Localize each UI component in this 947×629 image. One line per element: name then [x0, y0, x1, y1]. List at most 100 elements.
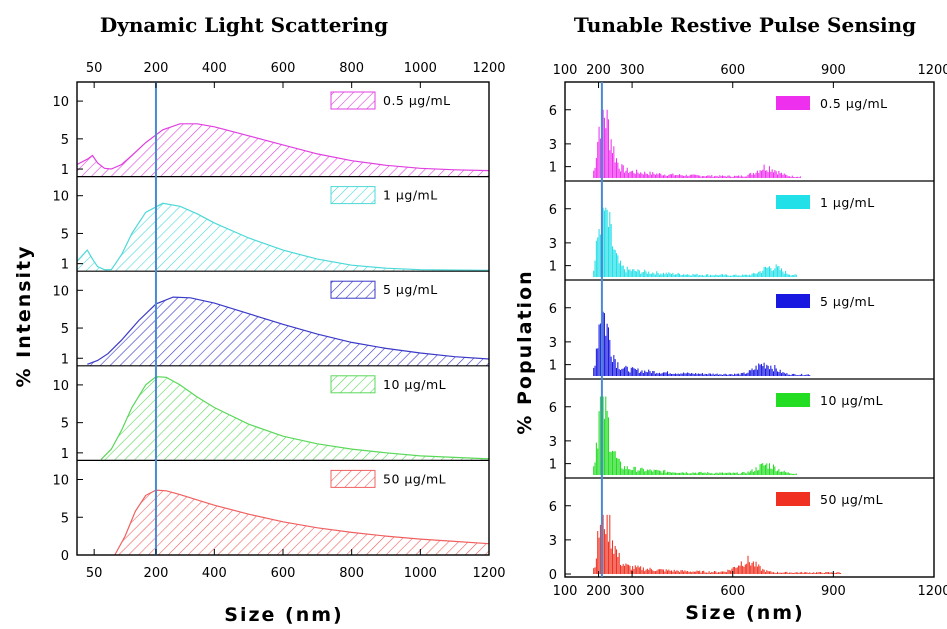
trps-bar-10-g-ml	[735, 473, 736, 475]
trps-bar-10-g-ml	[595, 462, 596, 475]
trps-bar-1-g-ml	[611, 224, 612, 277]
trps-bar-50-g-ml	[809, 572, 810, 574]
trps-bar-5-g-ml	[761, 364, 762, 376]
trps-bar-10-g-ml	[608, 417, 609, 475]
trps-bar-10-g-ml	[757, 470, 758, 475]
trps-bar-5-g-ml	[609, 340, 610, 376]
trps-bar-1-g-ml	[793, 275, 794, 277]
trps-bar-50-g-ml	[804, 572, 805, 574]
trps-bar-1-g-ml	[734, 275, 735, 277]
dls-legend-swatch-10-g-ml	[331, 376, 375, 393]
trps-bar-10-g-ml	[721, 473, 722, 475]
trps-bar-10-g-ml	[648, 470, 649, 475]
trps-bar-10-g-ml	[780, 472, 781, 475]
trps-bar-5-g-ml	[753, 370, 754, 376]
trps-bar-0-5-g-ml	[794, 177, 795, 178]
trps-xtick-label-top-1200: 1200	[917, 63, 947, 78]
trps-bar-0-5-g-ml	[756, 173, 757, 178]
trps-bar-1-g-ml	[735, 274, 736, 277]
trps-bar-1-g-ml	[697, 274, 698, 277]
trps-ytick-label-0-5-g-ml-1: 1	[549, 161, 557, 176]
trps-bar-1-g-ml	[777, 266, 778, 277]
trps-bar-5-g-ml	[652, 371, 653, 376]
trps-bar-50-g-ml	[729, 570, 730, 574]
trps-bar-10-g-ml	[596, 443, 597, 475]
trps-bar-5-g-ml	[788, 375, 789, 376]
trps-bar-0-5-g-ml	[662, 175, 663, 178]
trps-bar-50-g-ml	[789, 573, 790, 574]
trps-bar-50-g-ml	[641, 570, 642, 574]
trps-bar-50-g-ml	[628, 565, 629, 574]
trps-bar-5-g-ml	[643, 373, 644, 376]
trps-bar-10-g-ml	[726, 473, 727, 475]
trps-bar-10-g-ml	[729, 472, 730, 475]
trps-bar-10-g-ml	[715, 473, 716, 475]
dls-legend-label-0-5-g-ml: 0.5 µg/mL	[383, 93, 451, 108]
trps-bar-5-g-ml	[745, 374, 746, 376]
trps-bar-0-5-g-ml	[617, 163, 618, 178]
dls-ytick-label-10-g-ml-5: 5	[61, 417, 69, 432]
trps-bar-0-5-g-ml	[749, 174, 750, 178]
trps-bar-5-g-ml	[660, 374, 661, 376]
trps-bar-5-g-ml	[604, 313, 605, 376]
trps-bar-1-g-ml	[718, 276, 719, 278]
trps-bar-50-g-ml	[741, 561, 742, 574]
trps-bar-50-g-ml	[617, 557, 618, 574]
trps-bar-10-g-ml	[692, 472, 693, 475]
trps-bar-1-g-ml	[699, 275, 700, 277]
trps-bar-50-g-ml	[627, 564, 628, 574]
trps-bar-10-g-ml	[612, 451, 613, 475]
trps-bar-10-g-ml	[747, 471, 748, 475]
trps-bar-10-g-ml	[656, 470, 657, 475]
trps-bar-5-g-ml	[717, 374, 718, 376]
trps-bar-1-g-ml	[727, 275, 728, 277]
trps-bar-1-g-ml	[662, 274, 663, 277]
trps-bar-50-g-ml	[757, 567, 758, 574]
trps-bar-0-5-g-ml	[628, 173, 629, 178]
trps-bar-0-5-g-ml	[776, 171, 777, 178]
trps-bar-5-g-ml	[792, 374, 793, 376]
trps-bar-5-g-ml	[789, 375, 790, 376]
trps-bar-1-g-ml	[680, 275, 681, 277]
trps-bar-1-g-ml	[692, 274, 693, 277]
trps-bar-10-g-ml	[679, 473, 680, 475]
trps-xtick-label-bottom-1200: 1200	[917, 584, 947, 599]
trps-bar-50-g-ml	[600, 525, 601, 574]
trps-bar-5-g-ml	[807, 374, 808, 376]
trps-bar-10-g-ml	[640, 468, 641, 475]
trps-bar-50-g-ml	[762, 569, 763, 574]
trps-bar-10-g-ml	[734, 473, 735, 475]
trps-bar-50-g-ml	[703, 571, 704, 574]
trps-bar-0-5-g-ml	[760, 170, 761, 178]
trps-legend-label-0-5-g-ml: 0.5 µg/mL	[820, 96, 888, 111]
trps-bar-0-5-g-ml	[697, 175, 698, 178]
trps-bar-5-g-ml	[616, 368, 617, 376]
trps-bar-5-g-ml	[666, 372, 667, 376]
trps-bar-1-g-ml	[656, 271, 657, 277]
trps-bar-5-g-ml	[731, 374, 732, 376]
trps-bar-10-g-ml	[646, 471, 647, 475]
trps-bar-1-g-ml	[781, 268, 782, 277]
trps-bar-50-g-ml	[725, 572, 726, 574]
trps-bar-1-g-ml	[646, 271, 647, 277]
trps-bar-50-g-ml	[647, 569, 648, 574]
trps-bar-5-g-ml	[698, 373, 699, 376]
trps-bar-0-5-g-ml	[745, 176, 746, 178]
trps-bar-0-5-g-ml	[798, 177, 799, 178]
trps-bar-10-g-ml	[660, 471, 661, 475]
trps-bar-5-g-ml	[750, 370, 751, 376]
trps-bar-10-g-ml	[654, 470, 655, 475]
trps-bar-50-g-ml	[746, 564, 747, 574]
trps-bar-5-g-ml	[664, 372, 665, 376]
trps-bar-5-g-ml	[774, 365, 775, 376]
dls-panel-5-g-ml: 5 µg/mL1510	[52, 281, 489, 367]
trps-bar-10-g-ml	[695, 473, 696, 475]
trps-bar-5-g-ml	[667, 371, 668, 376]
trps-bar-0-5-g-ml	[615, 162, 616, 178]
trps-bar-10-g-ml	[699, 472, 700, 475]
trps-bar-0-5-g-ml	[640, 172, 641, 178]
trps-bar-10-g-ml	[777, 471, 778, 475]
trps-bar-5-g-ml	[658, 373, 659, 376]
trps-bar-1-g-ml	[632, 269, 633, 277]
trps-bar-0-5-g-ml	[785, 175, 786, 178]
